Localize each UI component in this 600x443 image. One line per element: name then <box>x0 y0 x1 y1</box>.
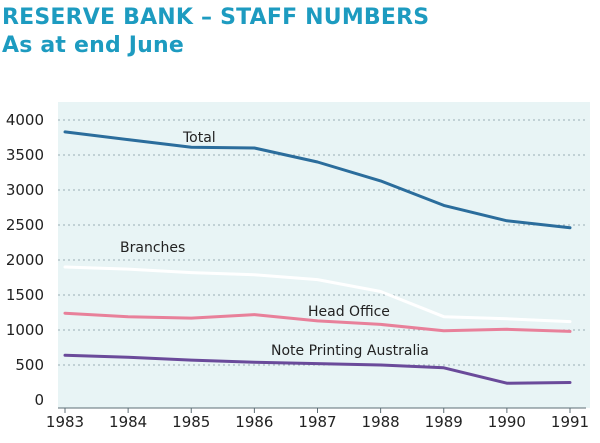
x-tick-label: 1984 <box>109 413 147 431</box>
y-tick-label: 3000 <box>6 181 44 199</box>
x-tick-label: 1987 <box>298 413 336 431</box>
series-label-note-printing-australia: Note Printing Australia <box>271 343 429 359</box>
x-tick-label: 1988 <box>362 413 400 431</box>
series-label-total: Total <box>182 130 216 146</box>
y-tick-label: 2500 <box>6 216 44 234</box>
series-line-total <box>63 130 572 230</box>
x-tick-label: 1991 <box>551 413 589 431</box>
series-label-branches: Branches <box>120 240 185 256</box>
series-line-note-printing-australia <box>63 353 572 385</box>
y-tick-label: 1000 <box>6 321 44 339</box>
y-tick-label: 0 <box>34 391 44 409</box>
y-tick-label: 500 <box>15 356 44 374</box>
x-tick-label: 1985 <box>172 413 210 431</box>
y-tick-label: 3500 <box>6 146 44 164</box>
x-tick-label: 1986 <box>235 413 273 431</box>
y-tick-label: 1500 <box>6 286 44 304</box>
x-tick-label: 1990 <box>488 413 526 431</box>
x-tick-label: 1983 <box>46 413 84 431</box>
series-label-head-office: Head Office <box>308 304 390 320</box>
y-tick-label: 2000 <box>6 251 44 269</box>
series-line-branches <box>63 265 572 324</box>
chart-title: RESERVE BANK – STAFF NUMBERS <box>2 5 430 30</box>
y-tick-label: 4000 <box>6 111 44 129</box>
chart-subtitle: As at end June <box>2 33 185 58</box>
x-tick-label: 1989 <box>425 413 463 431</box>
series-line-head-office <box>63 311 572 333</box>
